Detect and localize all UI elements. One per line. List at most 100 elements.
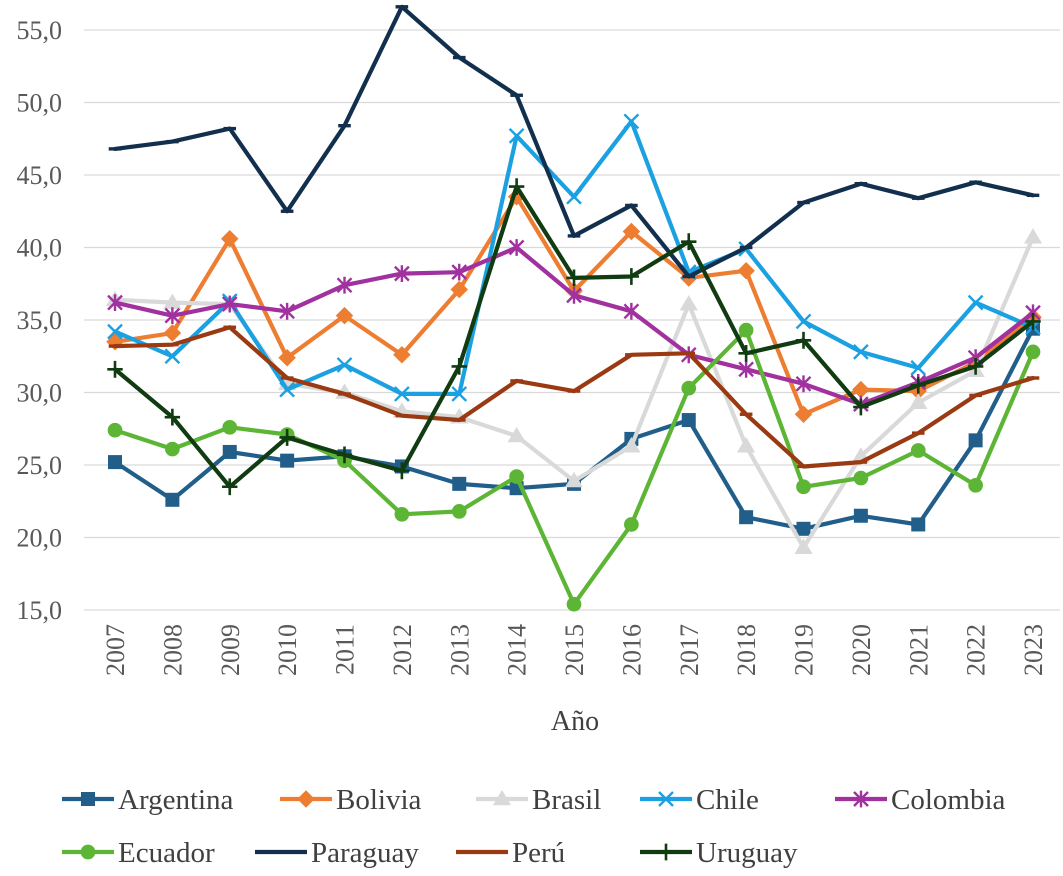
data-point-marker xyxy=(492,789,512,806)
data-point-marker xyxy=(795,313,812,330)
data-point-marker xyxy=(222,444,237,459)
legend-item-brasil: Brasil xyxy=(476,784,601,816)
data-point-marker xyxy=(221,230,239,248)
legend-label: Argentina xyxy=(118,784,234,816)
data-point-marker xyxy=(623,302,640,320)
data-point-marker xyxy=(452,476,467,491)
data-point-marker xyxy=(738,322,754,338)
data-point-marker xyxy=(393,346,411,364)
x-tick-label: 2008 xyxy=(158,624,187,676)
data-point-marker xyxy=(1023,228,1043,244)
legend-item-uruguay: Uruguay xyxy=(640,837,798,869)
data-point-marker xyxy=(794,538,813,554)
data-point-marker xyxy=(622,222,641,241)
data-point-marker xyxy=(853,470,869,486)
data-point-marker xyxy=(508,239,525,256)
data-point-marker xyxy=(107,294,123,311)
data-point-marker xyxy=(795,375,812,393)
data-point-marker xyxy=(910,376,926,394)
data-point-marker xyxy=(737,437,756,453)
series-perú xyxy=(108,325,1040,469)
data-point-marker xyxy=(279,429,295,446)
data-point-marker xyxy=(564,471,584,488)
x-tick-label: 2021 xyxy=(904,624,933,676)
data-point-marker xyxy=(107,360,123,378)
x-tick-label: 2019 xyxy=(790,624,819,676)
data-point-marker xyxy=(508,178,525,195)
data-point-marker xyxy=(566,188,582,205)
x-tick-label: 2014 xyxy=(503,624,532,676)
x-tick-label: 2013 xyxy=(445,624,474,676)
x-tick-label: 2012 xyxy=(388,624,417,676)
data-point-marker xyxy=(739,510,754,525)
x-tick-label: 2022 xyxy=(962,624,991,676)
data-point-marker xyxy=(163,324,182,342)
x-tick-label: 2017 xyxy=(675,624,704,676)
data-point-marker xyxy=(910,360,927,376)
data-point-marker xyxy=(853,508,868,523)
series-colombia xyxy=(107,239,1041,413)
data-point-marker xyxy=(738,360,754,378)
legend-label: Chile xyxy=(696,784,759,816)
data-point-marker xyxy=(509,469,524,484)
data-point-marker xyxy=(795,331,812,349)
x-tick-label: 2010 xyxy=(273,624,302,676)
data-point-marker xyxy=(222,478,238,496)
data-point-marker xyxy=(164,408,181,426)
data-point-marker xyxy=(451,358,467,375)
legend-label: Perú xyxy=(512,837,565,869)
data-point-marker xyxy=(394,386,410,402)
data-point-marker xyxy=(911,517,926,532)
y-tick-label: 20,0 xyxy=(17,524,63,553)
data-point-marker xyxy=(278,348,296,367)
data-point-marker xyxy=(163,293,182,309)
x-tick-label: 2009 xyxy=(216,624,245,676)
data-point-marker xyxy=(737,261,755,280)
data-point-marker xyxy=(80,844,96,860)
data-point-marker xyxy=(165,441,180,457)
data-point-marker xyxy=(738,344,754,362)
data-point-marker xyxy=(451,386,468,402)
x-tick-label: 2015 xyxy=(560,624,589,676)
series-uruguay xyxy=(107,178,1041,496)
data-point-marker xyxy=(394,265,410,282)
legend-label: Uruguay xyxy=(696,837,798,869)
y-tick-label: 35,0 xyxy=(17,306,63,335)
data-point-marker xyxy=(681,413,696,428)
data-point-marker xyxy=(508,128,525,144)
data-point-marker xyxy=(81,792,95,806)
data-point-marker xyxy=(221,295,238,313)
y-tick-label: 30,0 xyxy=(17,379,63,408)
data-point-marker xyxy=(796,521,811,536)
data-point-marker xyxy=(297,790,315,808)
data-point-marker xyxy=(107,323,123,340)
data-point-marker xyxy=(622,437,641,453)
legend-item-colombia: Colombia xyxy=(835,784,1006,816)
data-point-marker xyxy=(450,280,468,299)
series-paraguay xyxy=(108,4,1040,279)
data-point-marker xyxy=(279,302,295,320)
x-tick-label: 2016 xyxy=(617,624,646,676)
data-point-marker xyxy=(279,381,295,398)
y-tick-label: 25,0 xyxy=(17,451,63,480)
legend-label: Brasil xyxy=(532,784,601,816)
data-point-marker xyxy=(852,380,870,399)
data-point-marker xyxy=(853,344,869,360)
x-axis-title: Año xyxy=(551,706,599,737)
data-point-marker xyxy=(623,268,640,285)
data-point-marker xyxy=(909,393,928,409)
legend: Argentina Bolivia Brasil Chile Colombia Ecuad… xyxy=(62,784,1006,869)
data-point-marker xyxy=(566,269,582,287)
legend-label: Ecuador xyxy=(118,837,215,869)
data-point-marker xyxy=(336,276,353,294)
data-point-marker xyxy=(679,294,698,311)
legend-item-ecuador: Ecuador xyxy=(62,837,215,869)
y-tick-label: 55,0 xyxy=(17,16,63,45)
data-point-marker xyxy=(968,477,983,493)
legend-item-chile: Chile xyxy=(640,784,759,816)
legend-label: Bolivia xyxy=(336,784,422,816)
data-point-marker xyxy=(164,348,181,365)
data-point-marker xyxy=(681,380,697,396)
series-line xyxy=(112,325,1036,469)
